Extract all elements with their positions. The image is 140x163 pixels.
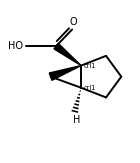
Text: O: O — [70, 17, 77, 27]
Text: crl1: crl1 — [83, 85, 95, 91]
Polygon shape — [54, 43, 81, 66]
Polygon shape — [49, 66, 81, 80]
Text: HO: HO — [8, 41, 23, 51]
Text: crl1: crl1 — [83, 63, 95, 69]
Text: H: H — [73, 115, 80, 126]
